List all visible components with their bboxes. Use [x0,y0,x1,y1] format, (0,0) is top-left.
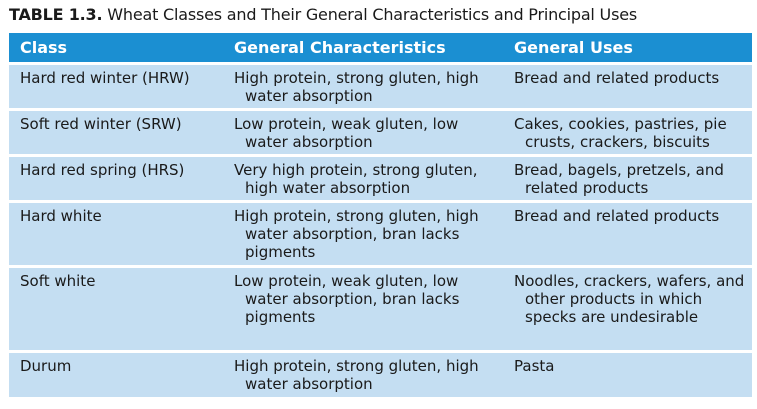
cell-characteristics: Low protein, weak gluten, low water abso… [223,108,503,156]
cell-uses: Bread and related products [503,200,752,267]
table-row: Soft white Low protein, weak gluten, low… [9,265,752,352]
cell-class: Durum [9,350,223,397]
cell-class: Hard red winter (HRW) [9,62,223,110]
cell-uses: Pasta [503,350,752,397]
header-general-uses: General Uses [503,33,752,64]
cell-characteristics: High protein, strong gluten, high water … [223,200,503,267]
table-row: Hard red spring (HRS) Very high protein,… [9,154,752,202]
table-row: Soft red winter (SRW) Low protein, weak … [9,108,752,156]
cell-uses: Bread, bagels, pretzels, and related pro… [503,154,752,202]
cell-uses: Bread and related products [503,62,752,110]
table-row: Durum High protein, strong gluten, high … [9,350,752,397]
header-class: Class [9,33,223,64]
wheat-classes-table: Class General Characteristics General Us… [9,33,752,397]
cell-characteristics: High protein, strong gluten, high water … [223,350,503,397]
table-row: Hard white High protein, strong gluten, … [9,200,752,267]
table-caption: TABLE 1.3. Wheat Classes and Their Gener… [9,5,637,25]
cell-class: Hard white [9,200,223,267]
table-title: Wheat Classes and Their General Characte… [107,5,637,24]
cell-characteristics: Low protein, weak gluten, low water abso… [223,265,503,352]
table-row: Hard red winter (HRW) High protein, stro… [9,62,752,110]
cell-class: Soft red winter (SRW) [9,108,223,156]
cell-uses: Cakes, cookies, pastries, pie crusts, cr… [503,108,752,156]
cell-class: Soft white [9,265,223,352]
table-number: TABLE 1.3. [9,5,103,24]
cell-characteristics: Very high protein, strong gluten, high w… [223,154,503,202]
cell-characteristics: High protein, strong gluten, high water … [223,62,503,110]
table-header-row: Class General Characteristics General Us… [9,33,752,64]
cell-class: Hard red spring (HRS) [9,154,223,202]
cell-uses: Noodles, crackers, wafers, and other pro… [503,265,752,352]
header-general-characteristics: General Characteristics [223,33,503,64]
